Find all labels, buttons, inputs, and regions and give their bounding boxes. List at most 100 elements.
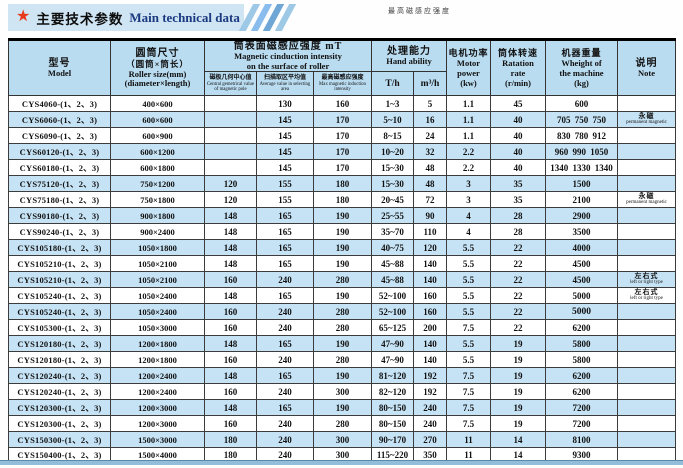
cell-th: 80~150 (371, 399, 414, 416)
cell-model: CYS120300-(1、2、3) (8, 415, 111, 432)
cell-note (617, 319, 676, 336)
cell-size: 1200×2400 (110, 383, 205, 400)
cell-max: 190 (313, 399, 372, 416)
table-row: CYS120180-(1、2、3) 1200×1800 160 240 280 47~90… (8, 351, 676, 368)
cell-th: 81~120 (371, 367, 414, 384)
cell-th: 5~10 (371, 111, 414, 128)
cell-motor: 1.1 (446, 111, 491, 128)
top-right-caption: 最高磁感应强度 (388, 7, 451, 15)
page-title-en: Main technical data (129, 9, 240, 25)
cell-weight: 1500 (545, 175, 618, 192)
cell-max: 160 (313, 95, 372, 112)
cell-weight: 3500 (545, 223, 618, 240)
cell-avg: 155 (256, 175, 314, 192)
cell-model: CYS60120-(1、2、3) (8, 143, 111, 160)
cell-m3h: 16 (413, 111, 447, 128)
cell-size: 1050×1800 (110, 239, 205, 256)
cell-avg: 145 (256, 143, 314, 160)
star-icon: ★ (16, 7, 31, 25)
cell-th: 52~100 (371, 287, 414, 304)
cell-th: 47~90 (371, 351, 414, 368)
cell-central: 148 (204, 287, 257, 304)
cell-central: 160 (204, 351, 257, 368)
cell-size: 1500×3000 (110, 431, 205, 448)
cell-note: 永磁 permanent magnetic (617, 191, 676, 208)
cell-th: 90~170 (371, 431, 414, 448)
cell-rate: 28 (490, 207, 546, 224)
col-header-motor-power: 电机功率 Motor power (kw) (446, 39, 491, 96)
cell-rate: 14 (490, 431, 546, 448)
table-row: CYS120180-(1、2、3) 1200×1800 148 165 190 47~90… (8, 335, 676, 352)
cell-size: 1050×2100 (110, 255, 205, 272)
cell-weight: 8100 (545, 431, 618, 448)
cell-th: 15~30 (371, 159, 414, 176)
cell-th: 45~88 (371, 271, 414, 288)
cell-max: 190 (313, 223, 372, 240)
cell-motor: 7.5 (446, 399, 491, 416)
cell-weight: 4500 (545, 255, 618, 272)
cell-size: 900×1800 (110, 207, 205, 224)
cell-note (617, 127, 676, 144)
cell-max: 280 (313, 319, 372, 336)
cell-max: 170 (313, 143, 372, 160)
cell-model: CYS6060-(1、2、3) (8, 111, 111, 128)
cell-m3h: 140 (413, 335, 447, 352)
cell-rate: 22 (490, 271, 546, 288)
cell-central (204, 143, 257, 160)
col-header-machine-weight: 机器重量 Wheight of the machine (kg) (545, 39, 618, 96)
cell-avg: 240 (256, 431, 314, 448)
cell-th: 47~90 (371, 335, 414, 352)
subcol-t-per-h: T/h (371, 71, 414, 96)
cell-th: 35~70 (371, 223, 414, 240)
cell-m3h: 240 (413, 415, 447, 432)
cell-model: CYS90240-(1、2、3) (8, 223, 111, 240)
cell-rate: 19 (490, 415, 546, 432)
cell-note (617, 383, 676, 400)
cell-motor: 7.5 (446, 367, 491, 384)
cell-m3h: 90 (413, 207, 447, 224)
cell-th: 15~30 (371, 175, 414, 192)
cell-rate: 19 (490, 351, 546, 368)
cell-rate: 40 (490, 143, 546, 160)
cell-weight: 2900 (545, 207, 618, 224)
cell-th: 1~3 (371, 95, 414, 112)
cell-note (617, 303, 676, 320)
table-row: CYS60120-(1、2、3) 600×1200 145 170 10~20 32 2.2… (8, 143, 676, 160)
cell-size: 1050×2100 (110, 271, 205, 288)
col-header-rotation-rate: 筒体转速 Ratation rate (r/min) (490, 39, 546, 96)
cell-avg: 145 (256, 159, 314, 176)
cell-central: 120 (204, 175, 257, 192)
table-row: CYS105210-(1、2、3) 1050×2100 148 165 190 45~88… (8, 255, 676, 272)
table-row: CYS105240-(1、2、3) 1050×2400 148 165 190 52~10… (8, 287, 676, 304)
cell-model: CYS90180-(1、2、3) (8, 207, 111, 224)
cell-avg: 165 (256, 287, 314, 304)
cell-note: 左右式 left or right type (617, 287, 676, 304)
cell-central: 160 (204, 271, 257, 288)
cell-avg: 155 (256, 191, 314, 208)
table-row: CYS105240-(1、2、3) 1050×2400 160 240 280 52~10… (8, 303, 676, 320)
cell-motor: 5.5 (446, 271, 491, 288)
table-row: CYS120240-(1、2、3) 1200×2400 160 240 300 82~12… (8, 383, 676, 400)
cell-model: CYS105210-(1、2、3) (8, 271, 111, 288)
cell-size: 1200×2400 (110, 367, 205, 384)
cell-motor: 1.1 (446, 95, 491, 112)
cell-size: 1200×1800 (110, 335, 205, 352)
cell-m3h: 240 (413, 399, 447, 416)
cell-motor: 5.5 (446, 287, 491, 304)
cell-central: 120 (204, 191, 257, 208)
col-group-hand-ability: 处理能力 Hand ability (371, 39, 447, 72)
cell-max: 190 (313, 207, 372, 224)
cell-m3h: 48 (413, 175, 447, 192)
cell-rate: 22 (490, 319, 546, 336)
cell-size: 1200×1800 (110, 351, 205, 368)
page-title-cn: 主要技术参数 (36, 11, 124, 27)
cell-max: 280 (313, 271, 372, 288)
cell-m3h: 24 (413, 127, 447, 144)
table-row: CYS90180-(1、2、3) 900×1800 148 165 190 25~55 90… (8, 207, 676, 224)
cell-weight: 7200 (545, 399, 618, 416)
cell-th: 25~55 (371, 207, 414, 224)
cell-weight: 4000 (545, 239, 618, 256)
subcol-m3-per-h: m³/h (413, 71, 447, 96)
cell-max: 280 (313, 415, 372, 432)
cell-weight: 7200 (545, 415, 618, 432)
